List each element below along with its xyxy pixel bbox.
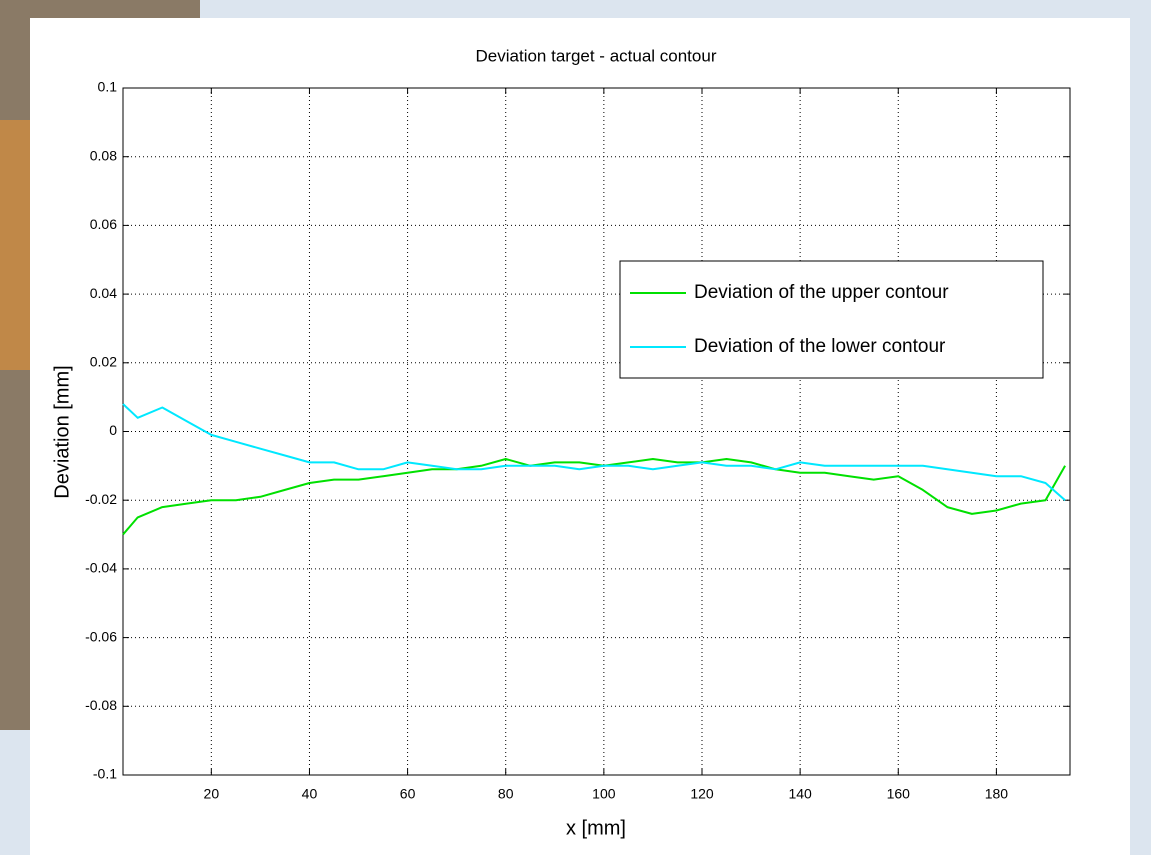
legend: Deviation of the upper contour Deviation …: [619, 260, 1044, 379]
x-tick-label: 160: [887, 786, 911, 802]
y-tick-label: -0.02: [85, 491, 117, 507]
y-tick-label: 0.08: [90, 147, 117, 163]
plot-frame: [122, 87, 1071, 776]
y-tick-label: 0.02: [90, 354, 117, 370]
data-line: [122, 403, 1066, 501]
x-tick-label: 60: [400, 786, 416, 802]
y-tick-label: 0: [109, 422, 117, 438]
figure-panel: [30, 18, 1130, 855]
y-axis-label: Deviation [mm]: [51, 365, 73, 498]
x-tick-label: 100: [592, 786, 616, 802]
data-line: [122, 458, 1066, 536]
y-tick-label: -0.08: [85, 697, 117, 713]
y-tick-label: 0.06: [90, 216, 117, 232]
legend-label: Deviation of the lower contour: [694, 336, 946, 357]
x-tick-label: 80: [498, 786, 514, 802]
y-tick-label: -0.1: [93, 766, 117, 782]
x-tick-label: 120: [690, 786, 714, 802]
x-tick-label: 40: [302, 786, 318, 802]
x-tick-label: 20: [204, 786, 220, 802]
y-tick-label: -0.06: [85, 628, 117, 644]
x-tick-label: 180: [985, 786, 1009, 802]
y-tick-label: -0.04: [85, 560, 117, 576]
chart-title: Deviation target - actual contour: [476, 46, 717, 65]
legend-box: [619, 260, 1044, 379]
y-tick-label: 0.1: [98, 79, 118, 95]
y-tick-label: 0.04: [90, 285, 117, 301]
legend-label: Deviation of the upper contour: [694, 282, 949, 303]
x-tick-label: 140: [788, 786, 812, 802]
x-axis-label: x [mm]: [566, 817, 626, 839]
